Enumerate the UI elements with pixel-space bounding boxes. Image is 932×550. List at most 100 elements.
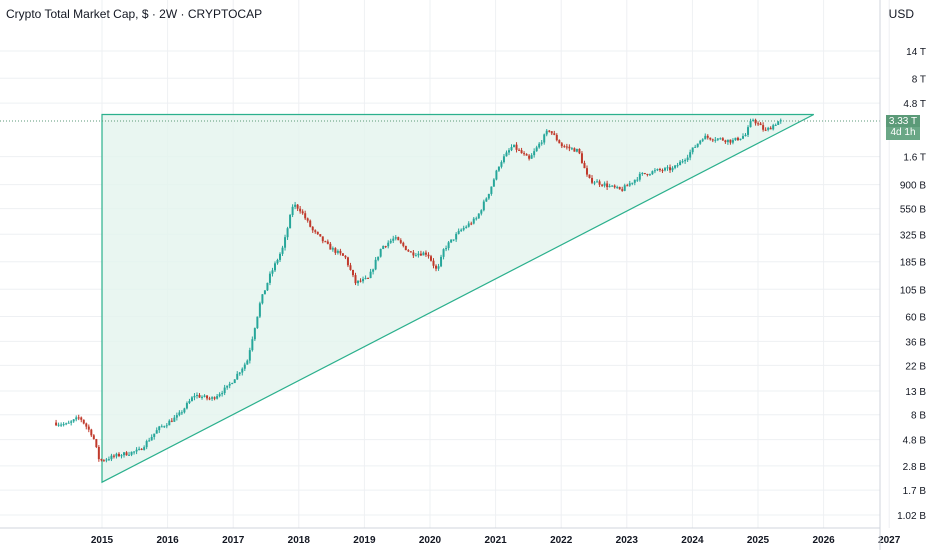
candle-body (276, 259, 279, 264)
candle-body (233, 379, 236, 384)
candle-body (369, 271, 372, 279)
candle-body (633, 179, 636, 183)
candle-body (100, 459, 103, 461)
candle-body (105, 459, 108, 461)
candle-body (711, 139, 714, 141)
currency-label[interactable]: USD (888, 7, 914, 21)
candle-body (243, 364, 246, 369)
candle-body (306, 218, 309, 221)
candle-body (460, 229, 463, 231)
candle-body (450, 239, 453, 243)
candle-body (203, 395, 206, 397)
x-tick-label: 2022 (550, 535, 573, 546)
candle-body (628, 183, 631, 186)
candle-body (87, 426, 90, 430)
candle-body (55, 422, 58, 426)
candle-body (666, 167, 669, 169)
candle-body (777, 121, 780, 125)
last-price-badge: 3.33 T (886, 115, 920, 127)
candle-body (75, 417, 78, 420)
candle-body (525, 154, 528, 156)
candle-body (608, 185, 611, 188)
candle-body (744, 134, 747, 137)
candle-body (329, 243, 332, 250)
candle-body (258, 303, 261, 317)
candle-body (540, 142, 543, 144)
candle-body (752, 119, 755, 121)
y-tick-label: 1.7 B (903, 486, 927, 497)
candle-body (769, 127, 772, 130)
candle-body (442, 249, 445, 257)
candle-body (636, 179, 639, 181)
candle-body (155, 430, 158, 434)
candle-body (326, 241, 329, 244)
candle-body (774, 124, 777, 126)
candle-body (513, 144, 516, 148)
candle-body (188, 401, 191, 404)
candle-body (198, 394, 201, 398)
candle-body (238, 372, 241, 374)
candle-body (256, 316, 259, 329)
candle-body (271, 270, 274, 274)
candle-body (573, 148, 576, 152)
candle-body (548, 130, 551, 132)
candle-body (603, 183, 606, 186)
y-tick-label: 4.8 B (903, 436, 927, 447)
candle-body (658, 169, 661, 171)
candle-body (211, 397, 214, 399)
candle-body (555, 134, 558, 141)
candle-body (153, 433, 156, 437)
candle-body (125, 452, 128, 456)
candle-body (417, 253, 420, 256)
candle-body (123, 452, 126, 456)
candle-body (528, 155, 531, 159)
candle-body (598, 181, 601, 185)
candle-body (128, 454, 131, 456)
candle-body (354, 275, 357, 284)
candle-body (570, 148, 573, 150)
candle-body (754, 119, 757, 124)
candle-body (465, 226, 468, 228)
candle-body (606, 183, 609, 188)
candle-body (480, 210, 483, 214)
candle-body (261, 294, 264, 304)
candle-body (294, 204, 297, 207)
candle-body (110, 455, 113, 460)
candle-body (213, 397, 216, 399)
candle-body (402, 242, 405, 246)
candle-body (183, 408, 186, 413)
candle-body (553, 133, 556, 135)
candle-body (115, 453, 118, 457)
candle-body (251, 339, 254, 351)
chart-title: Crypto Total Market Cap, $ · 2W · CRYPTO… (6, 7, 263, 21)
candle-body (65, 423, 68, 425)
candle-body (618, 186, 621, 190)
candle-body (296, 204, 299, 209)
candle-body (729, 139, 732, 143)
ascending-triangle-drawing[interactable] (0, 113, 880, 484)
candle-body (95, 439, 98, 447)
candle-body (623, 185, 626, 191)
candle-body (520, 150, 523, 154)
candle-body (175, 415, 178, 418)
candle-body (736, 137, 739, 141)
candle-body (490, 186, 493, 194)
candle-body (190, 397, 193, 402)
candle-body (216, 396, 219, 399)
y-tick-label: 900 B (900, 181, 926, 192)
candle-body (492, 179, 495, 187)
candle-body (304, 213, 307, 219)
candle-body (455, 233, 458, 240)
candle-body (266, 282, 269, 291)
candle-body (70, 421, 73, 423)
candle-body (409, 251, 412, 253)
candle-body (394, 237, 397, 239)
candle-body (724, 140, 727, 143)
candle-body (268, 273, 271, 283)
candle-body (341, 253, 344, 256)
candle-body (424, 252, 427, 255)
candle-body (734, 137, 737, 141)
candle-body (387, 242, 390, 247)
